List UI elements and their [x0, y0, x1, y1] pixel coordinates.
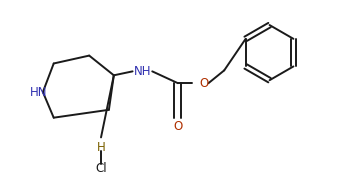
Text: Cl: Cl: [95, 162, 107, 175]
Text: O: O: [199, 77, 208, 90]
Text: HN: HN: [30, 86, 47, 98]
Text: NH: NH: [134, 65, 151, 78]
Text: O: O: [173, 120, 182, 133]
Text: H: H: [97, 141, 105, 154]
